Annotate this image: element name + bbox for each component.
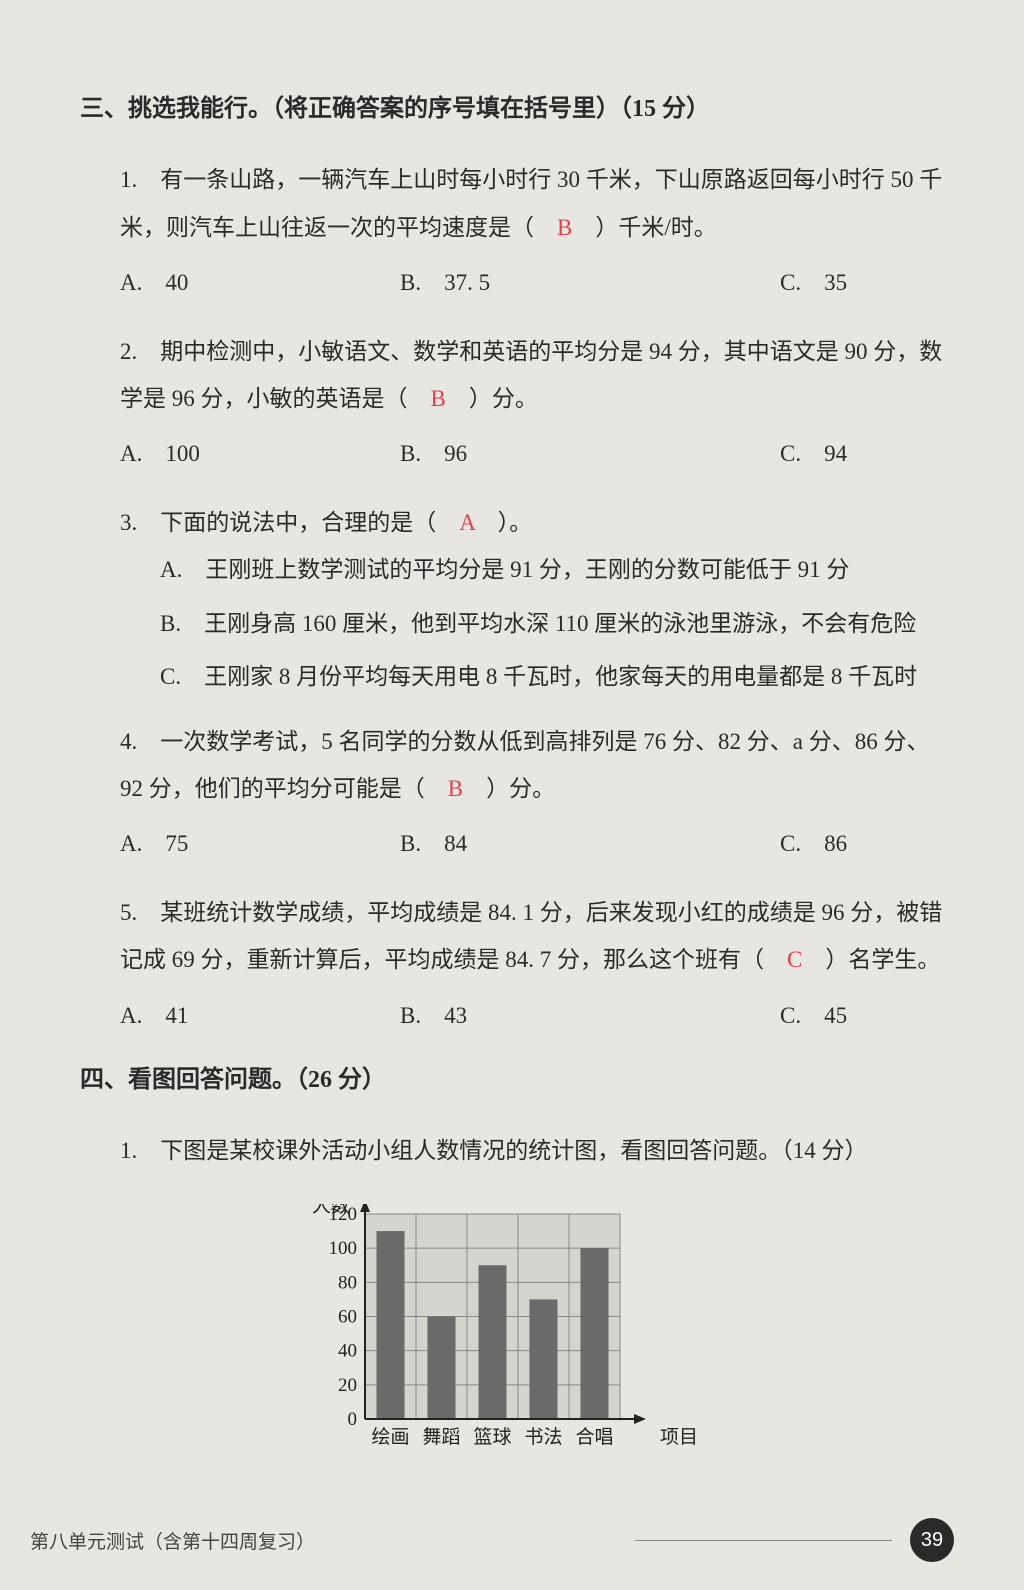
- svg-text:人数: 人数: [312, 1204, 350, 1217]
- q3-4: 4. 一次数学考试，5 名同学的分数从低到高排列是 76 分、82 分、a 分、…: [120, 718, 944, 867]
- q3-4-answer: B: [448, 776, 463, 801]
- svg-text:20: 20: [338, 1375, 357, 1396]
- q3-3-text: 3. 下面的说法中，合理的是（: [120, 510, 459, 535]
- q4-1: 1. 下图是某校课外活动小组人数情况的统计图，看图回答问题。（14 分）: [120, 1127, 944, 1174]
- q3-4-c: C. 86: [780, 820, 980, 867]
- q3-2-tail: ）分。: [446, 386, 538, 411]
- q3-1: 1. 有一条山路，一辆汽车上山时每小时行 30 千米，下山原路返回每小时行 50…: [120, 156, 944, 305]
- q3-5-b: B. 43: [400, 992, 780, 1039]
- q3-1-answer: B: [557, 215, 572, 240]
- q3-1-c: C. 35: [780, 259, 980, 306]
- section4-title: 四、看图回答问题。（26 分）: [80, 1061, 944, 1099]
- q3-4-options: A. 75 B. 84 C. 86: [120, 820, 944, 867]
- q3-2-options: A. 100 B. 96 C. 94: [120, 430, 944, 477]
- footer-left: 第八单元测试（含第十四周复习）: [30, 1527, 315, 1554]
- q3-2-a: A. 100: [120, 430, 400, 477]
- page-number-badge: 39: [910, 1518, 954, 1562]
- q3-5-c: C. 45: [780, 992, 980, 1039]
- svg-text:舞蹈: 舞蹈: [422, 1426, 460, 1448]
- svg-text:绘画: 绘画: [371, 1426, 409, 1448]
- svg-text:40: 40: [338, 1341, 357, 1362]
- q3-5-tail: ）名学生。: [802, 947, 940, 972]
- svg-text:书法: 书法: [524, 1426, 562, 1448]
- page-footer: 第八单元测试（含第十四周复习） 39: [30, 1518, 954, 1562]
- q3-4-a: A. 75: [120, 820, 400, 867]
- q3-1-text: 1. 有一条山路，一辆汽车上山时每小时行 30 千米，下山原路返回每小时行 50…: [120, 167, 942, 239]
- svg-text:0: 0: [348, 1409, 358, 1430]
- chart-svg: 020406080100120绘画舞蹈篮球书法合唱人数项目: [310, 1204, 730, 1474]
- q3-3-optB: B. 王刚身高 160 厘米，他到平均水深 110 厘米的泳池里游泳，不会有危险: [160, 600, 944, 647]
- svg-text:项目: 项目: [660, 1427, 698, 1448]
- q3-1-tail: ）千米/时。: [572, 215, 716, 240]
- q3-2-answer: B: [431, 386, 446, 411]
- q3-2: 2. 期中检测中，小敏语文、数学和英语的平均分是 94 分，其中语文是 90 分…: [120, 328, 944, 477]
- q3-3-optC: C. 王刚家 8 月份平均每天用电 8 千瓦时，他家每天的用电量都是 8 千瓦时: [160, 653, 944, 700]
- q3-3-tail: ）。: [475, 510, 533, 535]
- q3-1-a: A. 40: [120, 259, 400, 306]
- q3-5: 5. 某班统计数学成绩，平均成绩是 84. 1 分，后来发现小红的成绩是 96 …: [120, 889, 944, 1038]
- q3-2-c: C. 94: [780, 430, 980, 477]
- q3-5-options: A. 41 B. 43 C. 45: [120, 992, 944, 1039]
- q3-3-optA: A. 王刚班上数学测试的平均分是 91 分，王刚的分数可能低于 91 分: [160, 546, 944, 593]
- svg-text:80: 80: [338, 1273, 357, 1294]
- footer-line: [635, 1540, 892, 1541]
- q3-1-b: B. 37. 5: [400, 259, 780, 306]
- svg-text:100: 100: [329, 1238, 358, 1259]
- q3-4-tail: ）分。: [463, 776, 555, 801]
- q3-5-answer: C: [787, 947, 802, 972]
- q3-3: 3. 下面的说法中，合理的是（ A ）。 A. 王刚班上数学测试的平均分是 91…: [120, 499, 944, 700]
- q3-5-a: A. 41: [120, 992, 400, 1039]
- q3-4-b: B. 84: [400, 820, 780, 867]
- bar-chart: 020406080100120绘画舞蹈篮球书法合唱人数项目: [310, 1204, 944, 1479]
- q3-3-answer: A: [459, 510, 474, 535]
- q3-2-b: B. 96: [400, 430, 780, 477]
- section3-title: 三、挑选我能行。（将正确答案的序号填在括号里）（15 分）: [80, 90, 944, 128]
- svg-text:合唱: 合唱: [575, 1426, 613, 1448]
- q3-1-options: A. 40 B. 37. 5 C. 35: [120, 259, 944, 306]
- svg-text:60: 60: [338, 1307, 357, 1328]
- svg-text:篮球: 篮球: [473, 1426, 511, 1448]
